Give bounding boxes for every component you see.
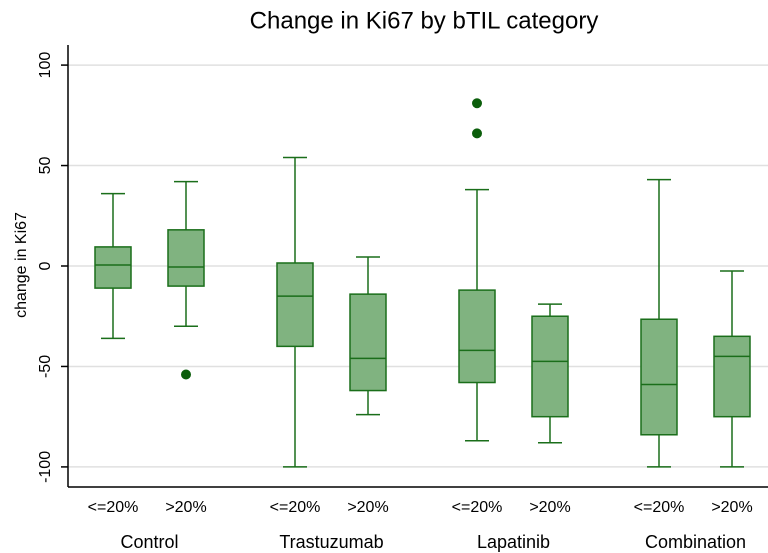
outlier bbox=[472, 128, 482, 139]
box bbox=[167, 229, 205, 287]
y-tick-label: 100 bbox=[37, 52, 54, 79]
x-tick-label: <=20% bbox=[634, 499, 685, 516]
x-tick-label: >20% bbox=[165, 499, 206, 516]
box bbox=[349, 293, 387, 392]
y-tick-label: 0 bbox=[37, 261, 54, 270]
chart-title: Change in Ki67 by bTIL category bbox=[250, 7, 599, 34]
outlier bbox=[181, 369, 191, 380]
group-label: Combination bbox=[645, 532, 746, 552]
box bbox=[458, 289, 496, 384]
group-label: Lapatinib bbox=[477, 532, 550, 552]
box bbox=[94, 246, 132, 289]
group-label: Control bbox=[120, 532, 178, 552]
x-tick-label: <=20% bbox=[452, 499, 503, 516]
box bbox=[640, 318, 678, 436]
group-label: Trastuzumab bbox=[279, 532, 383, 552]
x-tick-label: >20% bbox=[347, 499, 388, 516]
box bbox=[276, 262, 314, 348]
y-tick-label: -100 bbox=[37, 451, 54, 483]
y-axis-label: change in Ki67 bbox=[13, 212, 30, 318]
box bbox=[713, 335, 751, 418]
y-tick-label: 50 bbox=[37, 157, 54, 175]
x-tick-label: >20% bbox=[529, 499, 570, 516]
x-tick-label: <=20% bbox=[88, 499, 139, 516]
y-tick-label: -50 bbox=[37, 355, 54, 378]
x-tick-label: >20% bbox=[711, 499, 752, 516]
x-tick-label: <=20% bbox=[270, 499, 321, 516]
outlier bbox=[472, 98, 482, 109]
box bbox=[531, 315, 569, 418]
